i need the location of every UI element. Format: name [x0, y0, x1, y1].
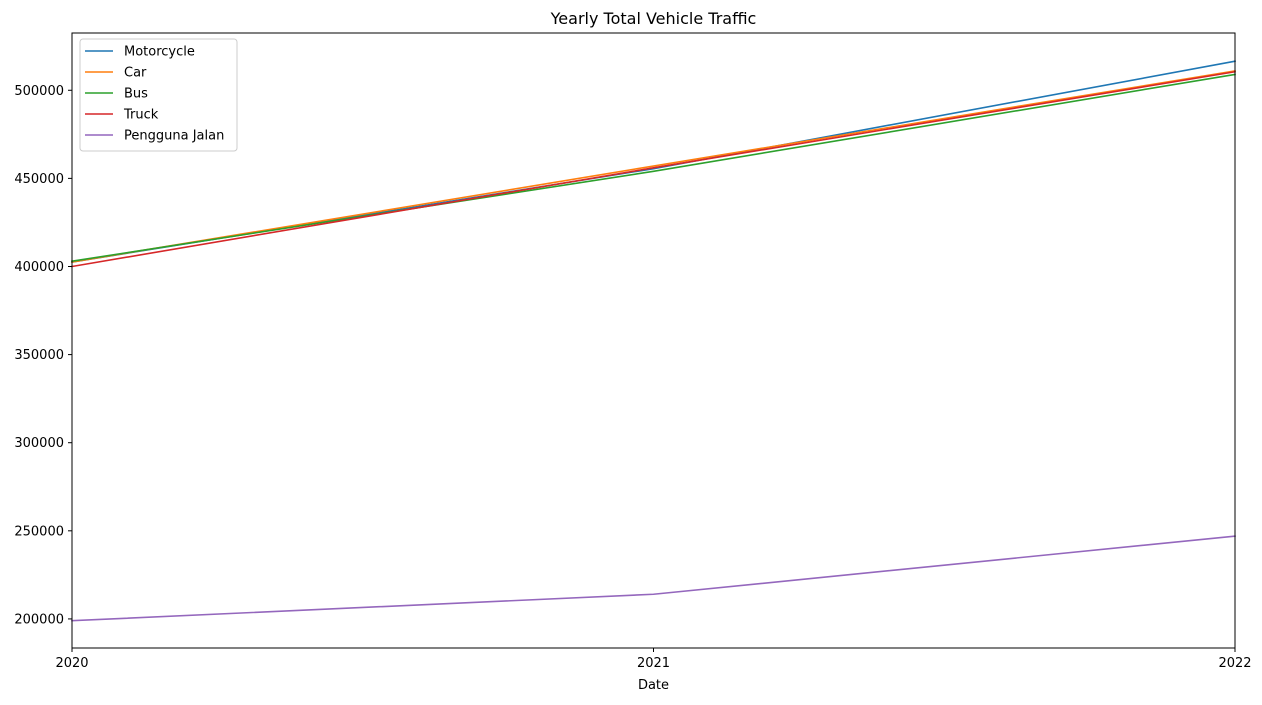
x-axis: 2020 2021 2022 — [55, 648, 1252, 671]
legend: Motorcycle Car Bus Truck Pengguna Jalan — [79, 38, 238, 152]
x-tick-label: 2022 — [1218, 656, 1251, 671]
x-tick-label: 2021 — [637, 656, 670, 671]
plot-frame — [71, 32, 1236, 649]
legend-label: Truck — [123, 108, 159, 123]
y-tick-label: 400000 — [14, 260, 64, 275]
series-line-car — [71, 69, 1236, 263]
series-line-pengguna-jalan — [71, 535, 1236, 622]
series-line-motorcycle — [71, 60, 1236, 263]
x-axis-label: Date — [638, 678, 669, 693]
legend-label: Pengguna Jalan — [124, 129, 224, 144]
chart-title: Yearly Total Vehicle Traffic — [550, 9, 757, 28]
y-tick-label: 450000 — [14, 172, 64, 187]
legend-label: Motorcycle — [124, 45, 195, 60]
legend-label: Car — [124, 66, 147, 81]
series-layer — [71, 60, 1236, 622]
y-tick-label: 200000 — [14, 612, 64, 627]
legend-box — [79, 38, 238, 152]
y-tick-label: 350000 — [14, 348, 64, 363]
y-tick-label: 250000 — [14, 524, 64, 539]
legend-label: Bus — [124, 87, 148, 102]
series-line-bus — [71, 73, 1236, 263]
series-line-truck — [71, 70, 1236, 268]
y-tick-label: 500000 — [14, 84, 64, 99]
y-axis: 200000 250000 300000 350000 400000 450000 5000… — [14, 84, 72, 627]
y-tick-label: 300000 — [14, 436, 64, 451]
x-tick-label: 2020 — [55, 656, 88, 671]
